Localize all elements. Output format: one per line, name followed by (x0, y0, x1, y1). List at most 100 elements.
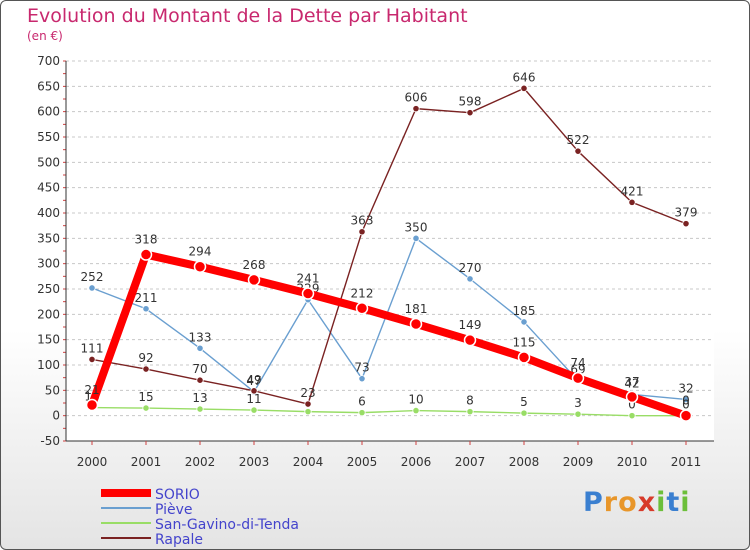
proxiti-logo: Proxiti (583, 487, 691, 518)
data-point-san-gavino-di-tenda (196, 405, 204, 413)
logo-letter: i (656, 487, 667, 518)
data-label-rapale: 363 (351, 214, 374, 228)
x-tick-label: 2007 (455, 455, 486, 469)
data-point-sorio (247, 273, 261, 287)
data-label-san-gavino-di-tenda: 5 (520, 395, 528, 409)
data-label-sorio: 212 (351, 286, 374, 300)
x-tick-label: 2004 (293, 455, 324, 469)
x-tick-label: 2002 (185, 455, 216, 469)
chart-title: Evolution du Montant de la Dette par Hab… (27, 5, 468, 27)
y-tick-label: 550 (37, 130, 60, 144)
data-point-pi-ve (412, 234, 420, 242)
data-label-rapale: 49 (246, 373, 261, 387)
data-point-san-gavino-di-tenda (250, 406, 258, 414)
x-tick-label: 2011 (671, 455, 702, 469)
data-label-rapale: 23 (300, 386, 315, 400)
data-label-pi-ve: 350 (405, 220, 428, 234)
data-point-san-gavino-di-tenda (304, 408, 312, 416)
logo-letter: P (583, 487, 604, 518)
data-point-pi-ve (520, 318, 528, 326)
data-label-pi-ve: 32 (678, 381, 693, 395)
data-label-san-gavino-di-tenda: 15 (138, 390, 153, 404)
data-point-san-gavino-di-tenda (142, 404, 150, 412)
data-point-rapale (196, 376, 204, 384)
plot-area (66, 61, 714, 441)
legend-label-rapale: Rapale (155, 532, 203, 548)
data-label-san-gavino-di-tenda: 13 (192, 391, 207, 405)
logo-letter: r (603, 487, 619, 518)
legend-label-sorio: SORIO (155, 487, 200, 503)
data-label-pi-ve: 73 (354, 361, 369, 375)
y-tick-label: 0 (52, 409, 60, 423)
y-tick-label: 500 (37, 155, 60, 169)
data-point-san-gavino-di-tenda (520, 409, 528, 417)
data-point-rapale (628, 198, 636, 206)
data-point-rapale (466, 109, 474, 117)
data-label-sorio: 318 (135, 233, 158, 247)
x-tick-label: 2010 (617, 455, 648, 469)
data-point-san-gavino-di-tenda (574, 410, 582, 418)
x-tick-label: 2001 (131, 455, 162, 469)
data-point-rapale (574, 147, 582, 155)
logo-letter: t (666, 487, 681, 518)
data-point-sorio (355, 302, 369, 315)
x-tick-label: 2009 (563, 455, 594, 469)
y-tick-label: 150 (37, 333, 60, 347)
data-label-sorio: 181 (405, 302, 428, 316)
data-label-rapale: 111 (81, 341, 104, 355)
data-label-san-gavino-di-tenda: 0 (628, 398, 636, 412)
series-line-san-gavino-di-tenda (91, 406, 687, 417)
data-label-san-gavino-di-tenda: 3 (574, 396, 582, 410)
y-tick-label: 400 (37, 206, 60, 220)
data-point-sorio (571, 371, 585, 385)
data-label-sorio: 74 (570, 356, 585, 370)
x-tick-label: 2006 (401, 455, 432, 469)
data-label-pi-ve: 47 (246, 374, 261, 388)
data-label-rapale: 646 (513, 70, 536, 84)
data-label-sorio: 149 (459, 318, 482, 332)
y-tick-label: 700 (37, 54, 60, 68)
data-point-pi-ve (358, 375, 366, 383)
data-point-pi-ve (682, 395, 690, 404)
data-point-rapale (682, 220, 690, 228)
data-point-sorio (301, 287, 315, 300)
series-line-rapale (91, 87, 687, 405)
x-tick-label: 2000 (77, 455, 108, 469)
data-point-san-gavino-di-tenda (628, 412, 636, 420)
logo-letter: x (637, 487, 657, 518)
y-tick-label: 450 (37, 181, 60, 195)
y-tick-label: 600 (37, 105, 60, 119)
series-line-sorio (88, 250, 690, 420)
data-label-pi-ve: 252 (81, 270, 104, 284)
data-label-sorio: 294 (189, 245, 212, 259)
x-tick-label: 2003 (239, 455, 270, 469)
data-label-sorio: 268 (243, 258, 266, 272)
data-point-rapale (520, 84, 528, 92)
data-point-san-gavino-di-tenda (358, 409, 366, 417)
data-label-sorio: 21 (84, 383, 99, 397)
data-label-pi-ve: 133 (189, 330, 212, 344)
data-point-pi-ve (142, 305, 150, 313)
data-label-pi-ve: 185 (513, 304, 536, 318)
data-label-pi-ve: 270 (459, 261, 482, 275)
logo-letter: o (618, 487, 638, 518)
data-point-rapale (304, 400, 312, 408)
data-label-rapale: 70 (192, 362, 207, 376)
data-label-san-gavino-di-tenda: 6 (358, 395, 366, 409)
data-point-sorio (139, 248, 153, 261)
data-point-rapale (412, 105, 420, 113)
y-tick-label: 50 (45, 383, 60, 397)
data-point-san-gavino-di-tenda (412, 406, 420, 415)
legend-label-pi-ve: Piève (155, 502, 193, 518)
data-point-san-gavino-di-tenda (466, 408, 474, 416)
data-label-rapale: 421 (621, 184, 644, 198)
data-label-rapale: 92 (138, 351, 153, 365)
data-label-sorio: 241 (297, 272, 320, 286)
data-label-san-gavino-di-tenda: 8 (466, 394, 474, 408)
y-tick-label: 200 (37, 307, 60, 321)
y-tick-label: -50 (40, 434, 60, 448)
data-point-sorio (463, 333, 477, 347)
x-tick-label: 2008 (509, 455, 540, 469)
data-point-pi-ve (466, 275, 474, 283)
legend-label-san-gavino-di-tenda: San-Gavino-di-Tenda (155, 517, 299, 533)
